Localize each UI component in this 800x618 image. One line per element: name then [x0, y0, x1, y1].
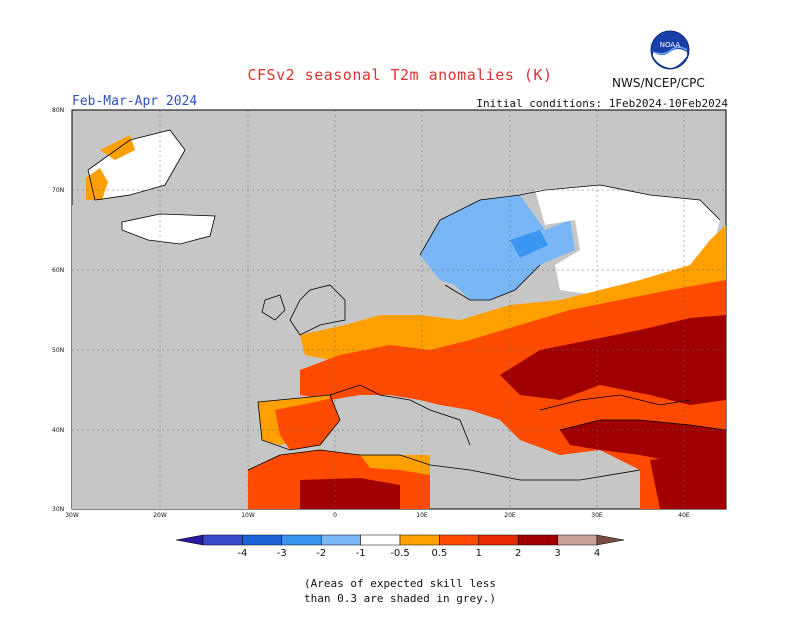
colorbar-label: -2 [316, 548, 327, 559]
colorbar-label: 1 [475, 548, 482, 559]
lon-label-20e: 20E [504, 512, 516, 519]
ocean-areas [72, 110, 660, 509]
noaa-logo-text: NOAA [660, 41, 681, 49]
colorbar-label: 3 [554, 548, 561, 559]
noaa-logo-icon: NOAA [650, 30, 690, 70]
colorbar-segment [202, 534, 243, 546]
lat-label-80n: 80N [52, 107, 65, 114]
greenland-warm-north [100, 135, 135, 160]
colorbar-segment [557, 534, 598, 546]
greenland-white [88, 130, 185, 200]
lon-label-0: 0 [333, 512, 337, 519]
colorbar-segment [478, 534, 519, 546]
colorbar-segment [360, 534, 401, 546]
skill-note-line2: than 0.3 are shaded in grey.) [303, 592, 497, 605]
warm-belt-orange [300, 225, 726, 360]
lat-label-40n: 40N [52, 427, 65, 434]
anomaly-shading [86, 130, 726, 509]
colorbar-label: 2 [515, 548, 522, 559]
graticule [72, 110, 726, 509]
lon-label-30w: 30W [65, 512, 79, 519]
mideast-darkred [650, 455, 726, 509]
turkey-darkred [560, 420, 726, 465]
colorbar-arrow-right [596, 534, 625, 546]
colorbar-arrow-left [175, 534, 204, 546]
colorbar-segment [320, 534, 361, 546]
greenland-warm [86, 168, 108, 200]
iceland-white [122, 214, 215, 244]
colorbar-segment [399, 534, 440, 546]
scandinavia-cold-dark [510, 230, 548, 258]
colorbar-label: -0.5 [390, 548, 410, 559]
lon-label-10e: 10E [416, 512, 428, 519]
lon-label-10w: 10W [241, 512, 255, 519]
lat-label-60n: 60N [52, 267, 65, 274]
iberia-red [275, 398, 340, 450]
agency-label: NWS/NCEP/CPC [612, 76, 705, 90]
lat-label-30n: 30N [52, 506, 65, 513]
colorbar-segment [242, 534, 283, 546]
colorbar-segment [439, 534, 480, 546]
colorbar-label: -4 [237, 548, 248, 559]
skill-note: (Areas of expected skill less than 0.3 a… [0, 576, 800, 606]
colorbar-segment [281, 534, 322, 546]
lon-label-20w: 20W [153, 512, 167, 519]
initial-conditions: Initial conditions: 1Feb2024-10Feb2024 [476, 97, 728, 110]
lon-label-30e: 30E [591, 512, 603, 519]
colorbar-segment [517, 534, 558, 546]
north-africa-orange [360, 455, 430, 475]
scandinavia-cold [420, 195, 575, 300]
colorbar-label: -3 [276, 548, 287, 559]
warm-core-darkred [500, 315, 726, 405]
skill-note-line1: (Areas of expected skill less [303, 577, 497, 590]
north-africa-darkred [300, 478, 400, 509]
lat-label-70n: 70N [52, 187, 65, 194]
colorbar-segments [175, 534, 625, 546]
map-title: CFSv2 seasonal T2m anomalies (K) [247, 66, 553, 84]
lat-label-50n: 50N [52, 347, 65, 354]
colorbar-label: 4 [593, 548, 601, 559]
north-russia-white [535, 185, 720, 295]
colorbar-label: -1 [355, 548, 366, 559]
coastlines [87, 129, 727, 481]
lon-label-40e: 40E [678, 512, 690, 519]
forecast-period: Feb-Mar-Apr 2024 [72, 94, 198, 109]
colorbar-label: 0.5 [431, 548, 448, 559]
